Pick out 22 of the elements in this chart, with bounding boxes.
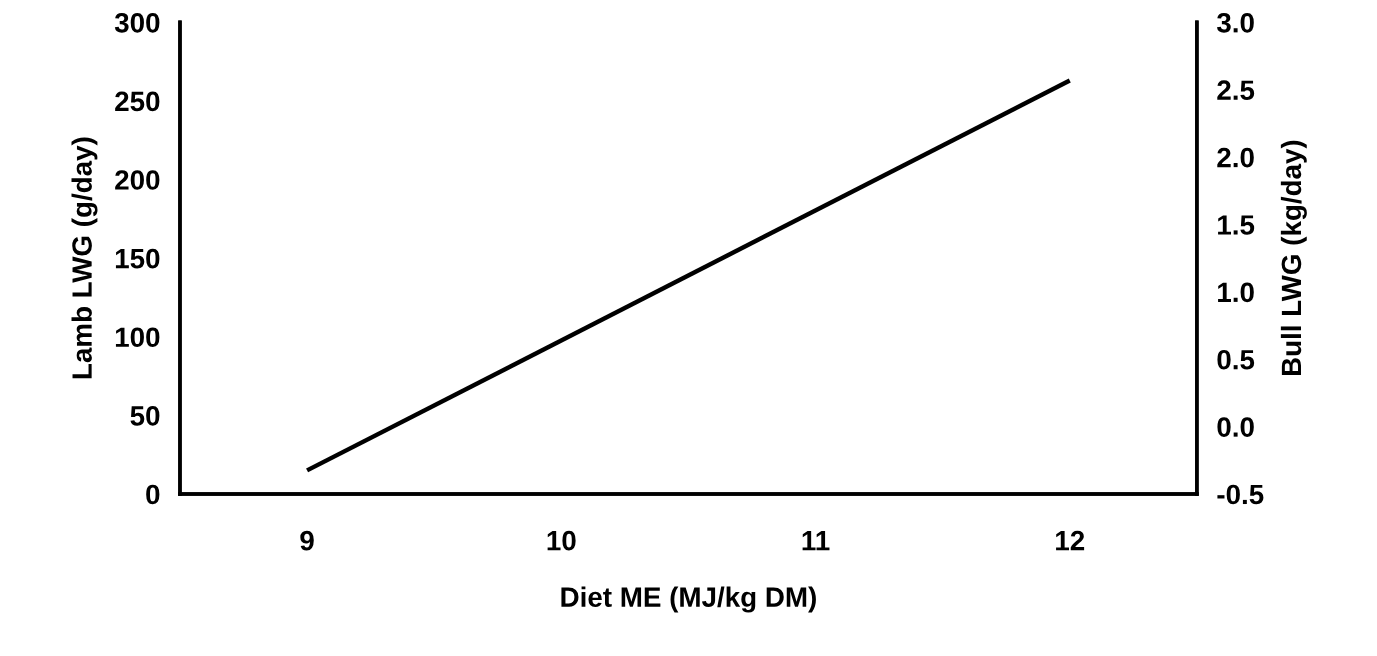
x-tick-label: 10 xyxy=(547,530,576,551)
y2-axis-title: Bull LWG (kg/day) xyxy=(1280,140,1307,376)
y-tick-label: 250 xyxy=(115,91,160,112)
y2-tick-label: -0.5 xyxy=(1217,484,1264,505)
y-tick-label: 200 xyxy=(115,170,160,190)
y2-tick-label: 1.5 xyxy=(1218,215,1255,235)
y2-tick-label: 3.0 xyxy=(1216,12,1254,33)
y2-tick-label: 0.5 xyxy=(1217,349,1255,370)
y2-tick-label: 0.0 xyxy=(1217,417,1254,437)
x-axis-title: Diet ME (MJ/kg DM) xyxy=(561,586,816,613)
x-tick-label: 9 xyxy=(300,530,314,551)
x-tick-label: 12 xyxy=(1056,530,1085,551)
y2-tick-label: 2.0 xyxy=(1217,147,1254,168)
y-tick-label: 100 xyxy=(115,327,160,348)
y2-tick-label: 2.5 xyxy=(1217,80,1255,101)
y-tick-label: 50 xyxy=(130,406,160,426)
y-axis-title: Lamb LWG (g/day) xyxy=(71,137,98,379)
x-tick-label: 11 xyxy=(802,531,830,551)
y2-tick-label: 1.0 xyxy=(1218,282,1254,303)
y-tick-label: 300 xyxy=(114,12,160,33)
y-tick-label: 150 xyxy=(115,248,160,269)
y-tick-label: 0 xyxy=(146,484,160,505)
